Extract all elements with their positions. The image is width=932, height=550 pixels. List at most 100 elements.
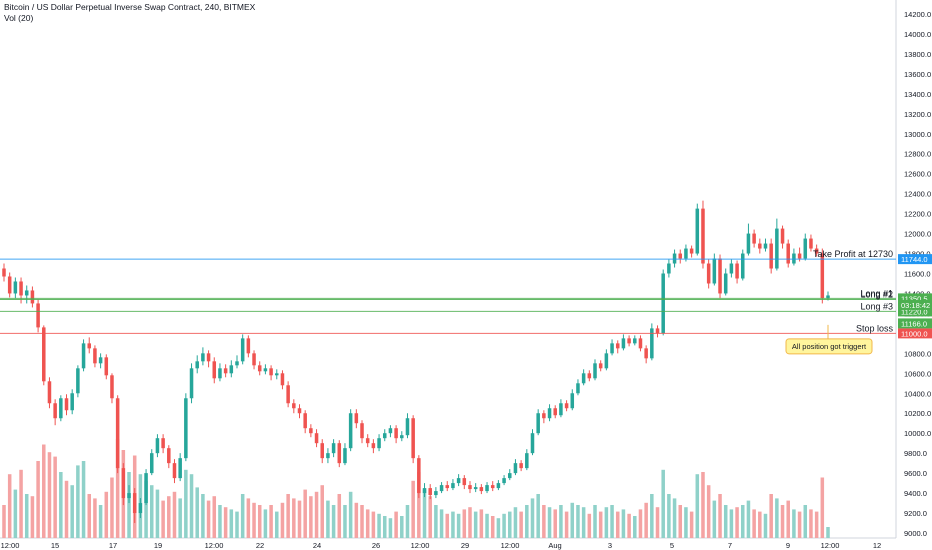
time-tick-label: 12:00	[501, 541, 520, 550]
candle-body	[19, 281, 23, 296]
volume-bar	[286, 494, 290, 538]
candle-body	[144, 473, 148, 504]
time-tick-label: 12:00	[1, 541, 20, 550]
price-tag-label: 11166.0	[901, 319, 927, 328]
candle-body	[718, 258, 722, 294]
volume-bar	[581, 507, 586, 538]
candle-body	[405, 418, 410, 436]
level-label: Stop loss	[856, 323, 894, 333]
price-tick-label: 13800.0	[904, 50, 931, 59]
candle-body	[570, 393, 575, 409]
candle-body	[508, 473, 512, 479]
candle-body	[348, 413, 353, 449]
volume-bar	[752, 509, 756, 538]
price-axis[interactable]: 9000.0 9200.0 9400.0 9600.0 9800.0 10000.0 102…	[898, 10, 932, 538]
candle-body	[564, 403, 569, 409]
candle-body	[422, 488, 427, 494]
volume-bar	[479, 509, 484, 538]
candle-body	[496, 483, 501, 489]
volume-bar	[445, 513, 450, 538]
volume-bar	[814, 511, 819, 538]
candle-body	[121, 468, 126, 499]
candle-body	[229, 365, 234, 374]
candle-body	[695, 208, 700, 254]
volume-bar	[405, 505, 410, 538]
volume-bar	[320, 485, 324, 538]
candle-body	[667, 263, 671, 274]
volume-bar	[564, 511, 569, 538]
price-tick-label: 9600.0	[904, 469, 927, 478]
candle-body	[655, 328, 660, 334]
time-tick-label: 12:00	[821, 541, 840, 550]
candle-body	[615, 343, 620, 349]
price-tag	[898, 293, 932, 304]
candle-body	[155, 438, 160, 454]
volume-bar	[360, 505, 364, 538]
candle-body	[519, 463, 523, 469]
volume-bar	[195, 487, 199, 538]
volume-bar	[695, 474, 700, 538]
price-tag-label: 11350.5	[901, 294, 928, 303]
volume-bar	[490, 516, 495, 538]
candle-body	[712, 258, 717, 284]
candle-body	[473, 487, 478, 490]
volume-bar	[257, 505, 262, 538]
volume-bar	[394, 511, 398, 538]
candle-body	[240, 338, 245, 362]
chart-title: Bitcoin / US Dollar Perpetual Inverse Sw…	[4, 2, 256, 12]
candle-body	[201, 353, 205, 362]
volume-bar	[411, 480, 415, 538]
volume-bar	[218, 505, 222, 538]
price-tag	[898, 328, 932, 339]
candle-body	[706, 263, 711, 284]
volume-bar	[792, 509, 796, 538]
volume-bar	[576, 505, 580, 538]
volume-bar	[428, 496, 432, 538]
volume-bar	[42, 444, 46, 538]
volume-bar	[604, 507, 609, 538]
candle-body	[826, 295, 830, 299]
volume-bar	[434, 505, 438, 538]
candle-body	[775, 228, 779, 269]
candle-body	[456, 478, 461, 484]
candle-body	[536, 413, 540, 434]
volume-bar	[110, 477, 114, 538]
price-tag	[898, 299, 932, 310]
time-tick-label: 29	[461, 541, 469, 550]
candle-body	[388, 428, 393, 434]
candle-body	[553, 408, 557, 416]
volume-bar	[201, 494, 205, 538]
candle-body	[47, 381, 52, 404]
volume-bar	[81, 461, 86, 538]
volume-bar	[536, 494, 540, 538]
candle-body	[257, 365, 262, 372]
time-axis[interactable]: 12:00 15 17 19 12:00 22 24 26 12:00 29 12:00 Aug 3 5 7…	[1, 541, 882, 550]
price-tick-label: 12400.0	[904, 190, 931, 199]
volume-bar	[621, 509, 626, 538]
volume-bar	[786, 500, 790, 538]
candle-body	[263, 368, 268, 372]
candle-body	[303, 413, 307, 429]
candles	[2, 200, 830, 524]
volume-bar	[723, 505, 728, 538]
volume-bar	[667, 494, 671, 538]
candle-body	[604, 353, 609, 369]
volume-bar	[36, 461, 40, 538]
volume-bar	[87, 494, 92, 538]
volume-bar	[706, 485, 711, 538]
candle-body	[297, 408, 302, 414]
volume-legend: Vol (20)	[4, 13, 34, 23]
callout-box	[785, 338, 873, 355]
candle-body	[337, 443, 342, 464]
candle-body	[24, 290, 29, 296]
candle-body	[93, 348, 97, 364]
volume-bar	[508, 511, 512, 538]
volume-bar	[172, 491, 177, 538]
candle-body	[439, 485, 444, 492]
volume-bar	[377, 513, 381, 538]
volume-bar	[559, 505, 563, 538]
price-tick-label: 14000.0	[904, 30, 931, 39]
volume-bar	[746, 500, 751, 538]
volume-bar	[155, 489, 160, 538]
